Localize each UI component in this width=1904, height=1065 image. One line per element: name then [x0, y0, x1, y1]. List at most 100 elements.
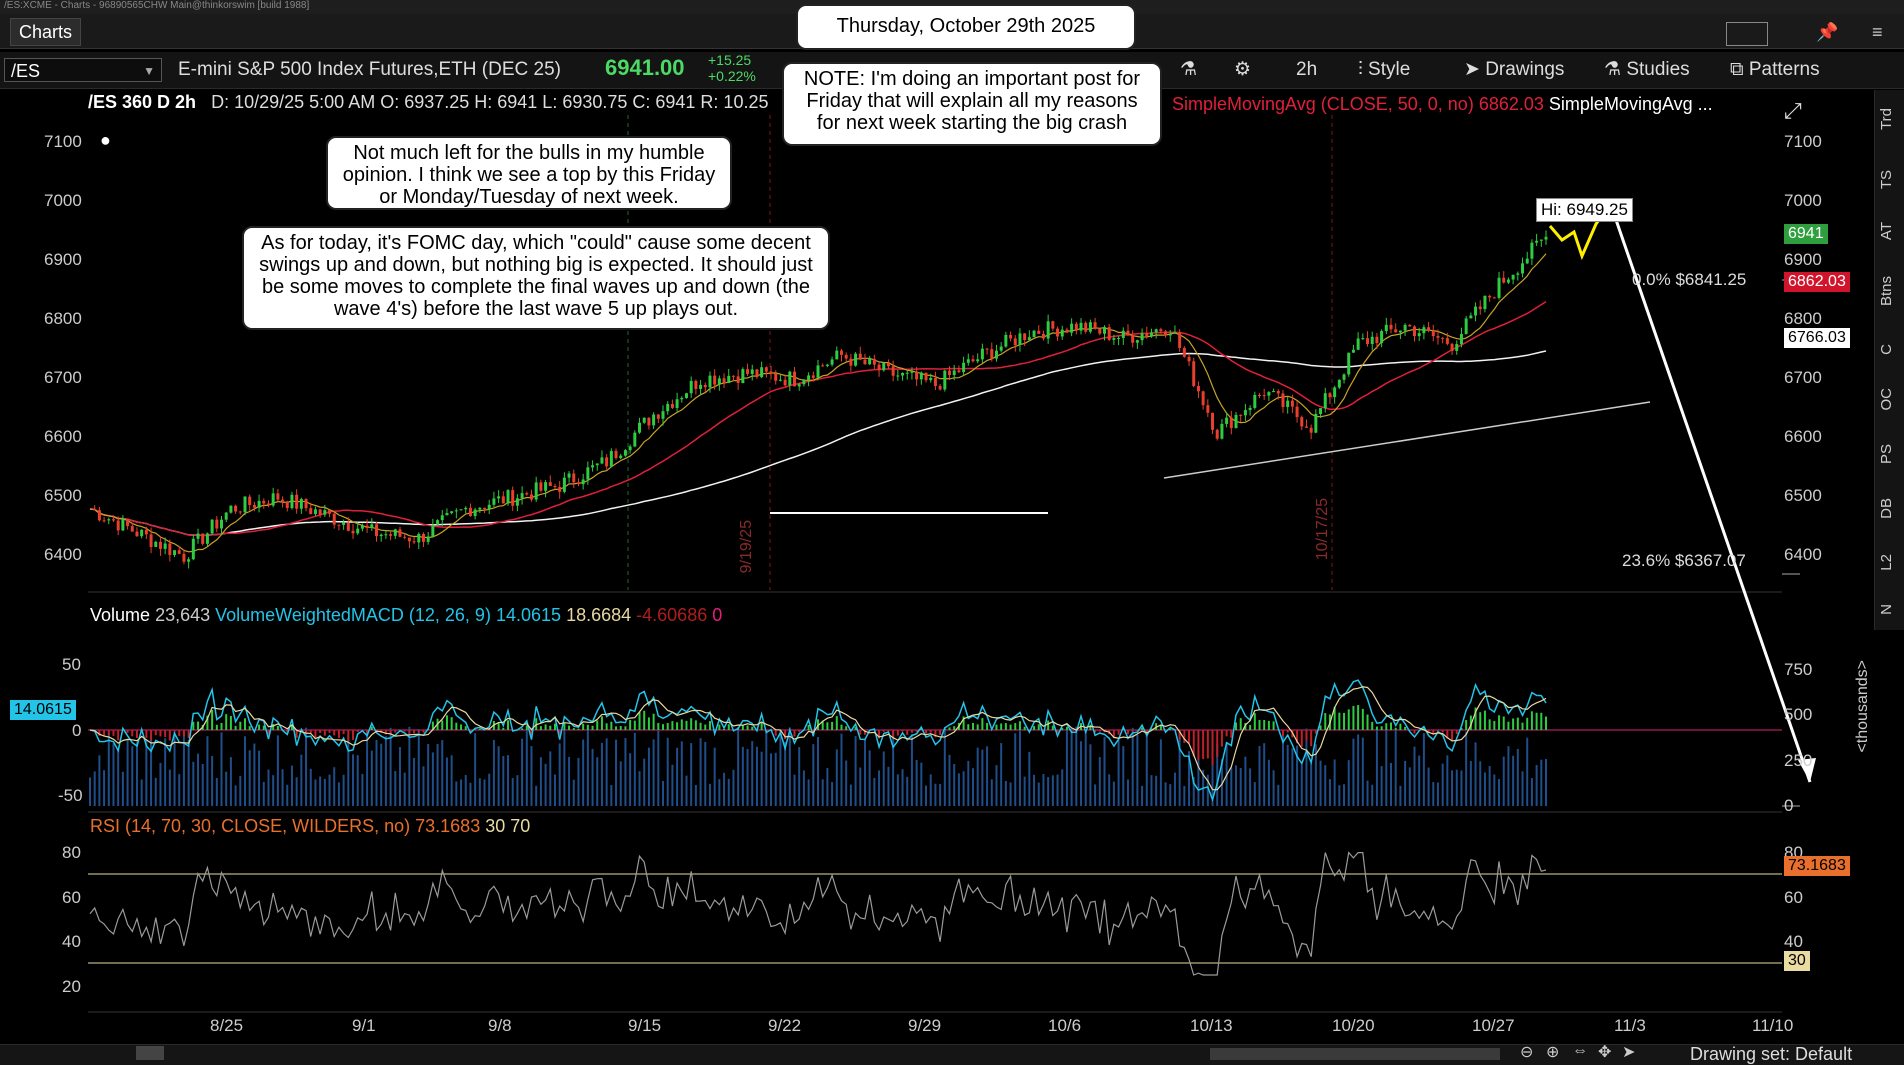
sidebar-item-trd[interactable]: Trd [1878, 108, 1904, 130]
volume-bar [1399, 786, 1401, 806]
volume-bar [394, 771, 396, 806]
zoom-out-icon[interactable]: ⊖ [1520, 1042, 1533, 1062]
date-tick: 9/1 [352, 1016, 376, 1036]
macd-histogram-bar [230, 716, 232, 730]
macd-histogram-bar [1207, 730, 1209, 758]
note-callout-top[interactable]: NOTE: I'm doing an important post for Fr… [782, 62, 1162, 146]
volume-bar [883, 751, 885, 806]
macd-histogram-bar [1127, 730, 1129, 734]
projection-arrow[interactable] [1614, 214, 1810, 782]
sidebar-item-at[interactable]: AT [1878, 222, 1904, 240]
price-tick: 6700 [1784, 368, 1822, 388]
volume-bar [521, 739, 523, 806]
volume-bar [859, 767, 861, 806]
sidebar-item-ps[interactable]: PS [1878, 444, 1904, 464]
macd-histogram-bar [1531, 711, 1533, 730]
candle-body [591, 465, 594, 467]
volume-bar [634, 733, 636, 806]
sidebar-item-db[interactable]: DB [1878, 498, 1904, 519]
candle-body [610, 451, 613, 466]
candle-body [1202, 391, 1205, 405]
macd-histogram-bar [479, 729, 481, 730]
scroll-left-button[interactable] [136, 1046, 164, 1060]
volume-bar [103, 770, 105, 806]
candle-body [1507, 280, 1510, 283]
volume-bar [1085, 731, 1087, 806]
volume-bar [145, 740, 147, 806]
resize-icon[interactable]: ⇔ [1572, 1042, 1588, 1060]
volume-bar [1291, 748, 1293, 806]
macd-histogram-bar [1038, 724, 1040, 730]
candle-body [652, 415, 655, 426]
candle-body [314, 509, 317, 514]
volume-bar [939, 784, 941, 806]
cursor-icon[interactable]: ➤ [1622, 1042, 1635, 1062]
sidebar-item-btns[interactable]: Btns [1878, 276, 1904, 306]
macd-histogram-bar [1517, 718, 1519, 730]
scrollbar-thumb[interactable] [1210, 1048, 1500, 1060]
zoom-in-icon[interactable]: ⊕ [1546, 1042, 1559, 1062]
sidebar-item-oc[interactable]: OC [1878, 388, 1904, 411]
volume-bar [1343, 784, 1345, 806]
candle-body [1197, 386, 1200, 391]
volume-bar [427, 744, 429, 806]
candle-body [741, 369, 744, 383]
macd-histogram-bar [695, 720, 697, 730]
sidebar-item-l2[interactable]: L2 [1878, 554, 1904, 571]
candle-body [309, 508, 312, 514]
volume-bar [1489, 766, 1491, 806]
candle-body [1545, 237, 1548, 240]
candle-body [1385, 325, 1388, 331]
candle-body [1164, 331, 1167, 335]
volume-bar [512, 778, 514, 806]
volume-bar [376, 740, 378, 806]
date-tick: 11/10 [1752, 1016, 1793, 1036]
candle-body [1305, 426, 1308, 427]
drawing-set-label[interactable]: Drawing set: Default [1690, 1044, 1852, 1065]
volume-unit-label: <thousands> [1854, 660, 1872, 753]
macd-histogram-bar [333, 730, 335, 735]
macd-histogram-bar [1545, 717, 1547, 730]
sma-price-tag: 6862.03 [1784, 272, 1850, 292]
macd-histogram-bar [925, 730, 927, 734]
sidebar-item-n[interactable]: N [1878, 604, 1904, 615]
price-tick-left: 6900 [44, 250, 82, 270]
candle-body [901, 373, 904, 375]
sidebar-item-c[interactable]: C [1878, 344, 1904, 355]
trendline-support[interactable] [1164, 402, 1650, 478]
volume-bar [967, 761, 969, 806]
candle-body [943, 371, 946, 390]
macd-histogram-bar [1442, 730, 1444, 733]
candle-body [1169, 334, 1172, 336]
rsi-panel-header: RSI (14, 70, 30, CLOSE, WILDERS, no) 73.… [90, 816, 530, 837]
note-callout-bulls[interactable]: Not much left for the bulls in my humble… [326, 136, 732, 210]
candle-body [441, 515, 444, 520]
volume-tick: 750 [1784, 660, 1812, 680]
volume-bar [747, 749, 749, 806]
price-tick: 7100 [1784, 132, 1822, 152]
candle-body [112, 519, 115, 520]
pan-icon[interactable]: ✥ [1598, 1042, 1611, 1062]
candle-body [1408, 325, 1411, 327]
candle-body [436, 520, 439, 525]
candle-body [873, 359, 876, 365]
volume-bar [413, 758, 415, 806]
candle-body [835, 351, 838, 360]
macd-histogram-bar [1437, 730, 1439, 731]
candle-body [492, 498, 495, 504]
volume-bar [775, 753, 777, 806]
macd-histogram-bar [751, 727, 753, 730]
candle-body [831, 359, 834, 364]
rsi-tick: 40 [62, 932, 81, 952]
alert-icon[interactable]: ● [100, 130, 111, 150]
date-note[interactable]: Thursday, October 29th 2025 [796, 4, 1136, 50]
sidebar-item-ts[interactable]: TS [1878, 170, 1904, 189]
volume-bar [371, 751, 373, 806]
volume-bar [1526, 738, 1528, 806]
candle-body [784, 380, 787, 386]
note-callout-fomc[interactable]: As for today, it's FOMC day, which "coul… [242, 226, 830, 330]
candle-body [427, 536, 430, 541]
volume-bar [751, 741, 753, 806]
macd-histogram-bar [1249, 725, 1251, 730]
